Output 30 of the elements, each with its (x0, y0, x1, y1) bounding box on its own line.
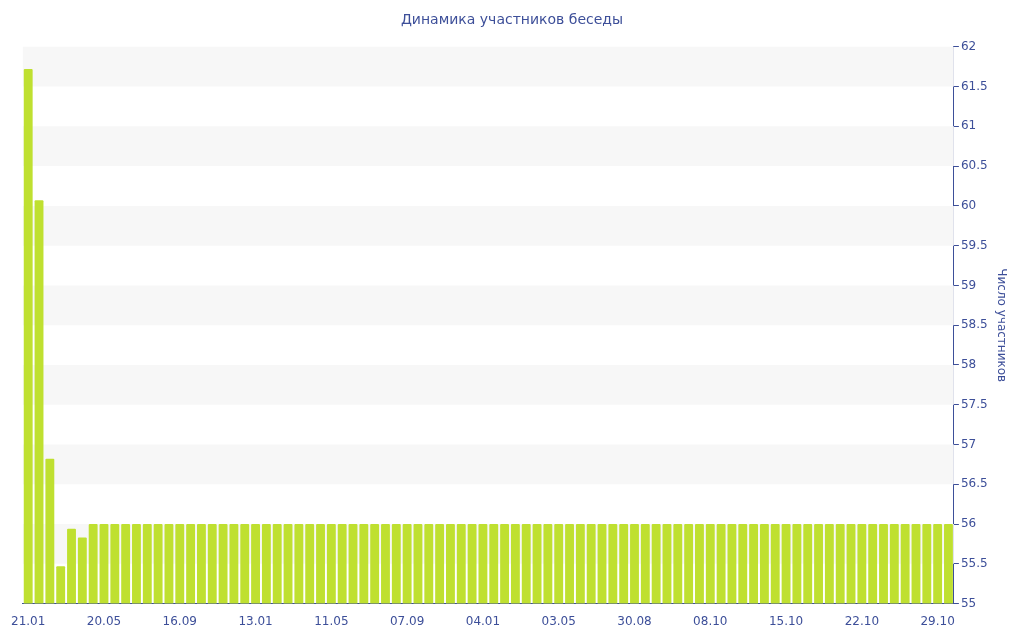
y-tick-label: 59 (960, 277, 977, 292)
y-tick-label: 58.5 (960, 317, 988, 332)
x-tick-label: 08.10 (693, 613, 728, 628)
x-tick-label: 13.01 (238, 613, 273, 628)
x-tick-label: 15.10 (768, 613, 804, 628)
y-tick-label: 57 (960, 436, 977, 451)
x-tick-label: 11.05 (314, 613, 349, 628)
x-tick-label: 07.09 (389, 613, 425, 628)
x-tick-label: 04.01 (465, 613, 501, 628)
x-tick-label: 16.09 (162, 613, 197, 628)
x-tick-label: 30.08 (617, 613, 652, 628)
y-tick-label: 57.5 (960, 396, 988, 411)
chart-title: Динамика участников беседы (400, 11, 624, 28)
x-tick-label: 22.10 (844, 613, 880, 628)
y-tick-label: 61 (960, 118, 977, 133)
y-tick-label: 60 (960, 198, 977, 213)
x-tick-label: 20.05 (86, 613, 122, 628)
y-tick-label: 56.5 (960, 476, 988, 491)
y-tick-label: 60.5 (960, 158, 988, 173)
y-tick-label: 55 (960, 595, 977, 610)
x-tick-label: 21.01 (11, 613, 46, 628)
x-tick-label: 03.05 (541, 613, 576, 628)
y-tick-label: 62 (960, 38, 977, 53)
x-tick-label: 29.10 (920, 613, 955, 628)
y-tick-label: 58 (960, 357, 977, 372)
y-axis-title: Число участников (994, 268, 1009, 383)
y-tick-label: 56 (960, 516, 977, 531)
y-tick-label: 59.5 (960, 237, 988, 252)
y-tick-label: 61.5 (960, 78, 988, 93)
y-tick-label: 55.5 (960, 555, 988, 570)
